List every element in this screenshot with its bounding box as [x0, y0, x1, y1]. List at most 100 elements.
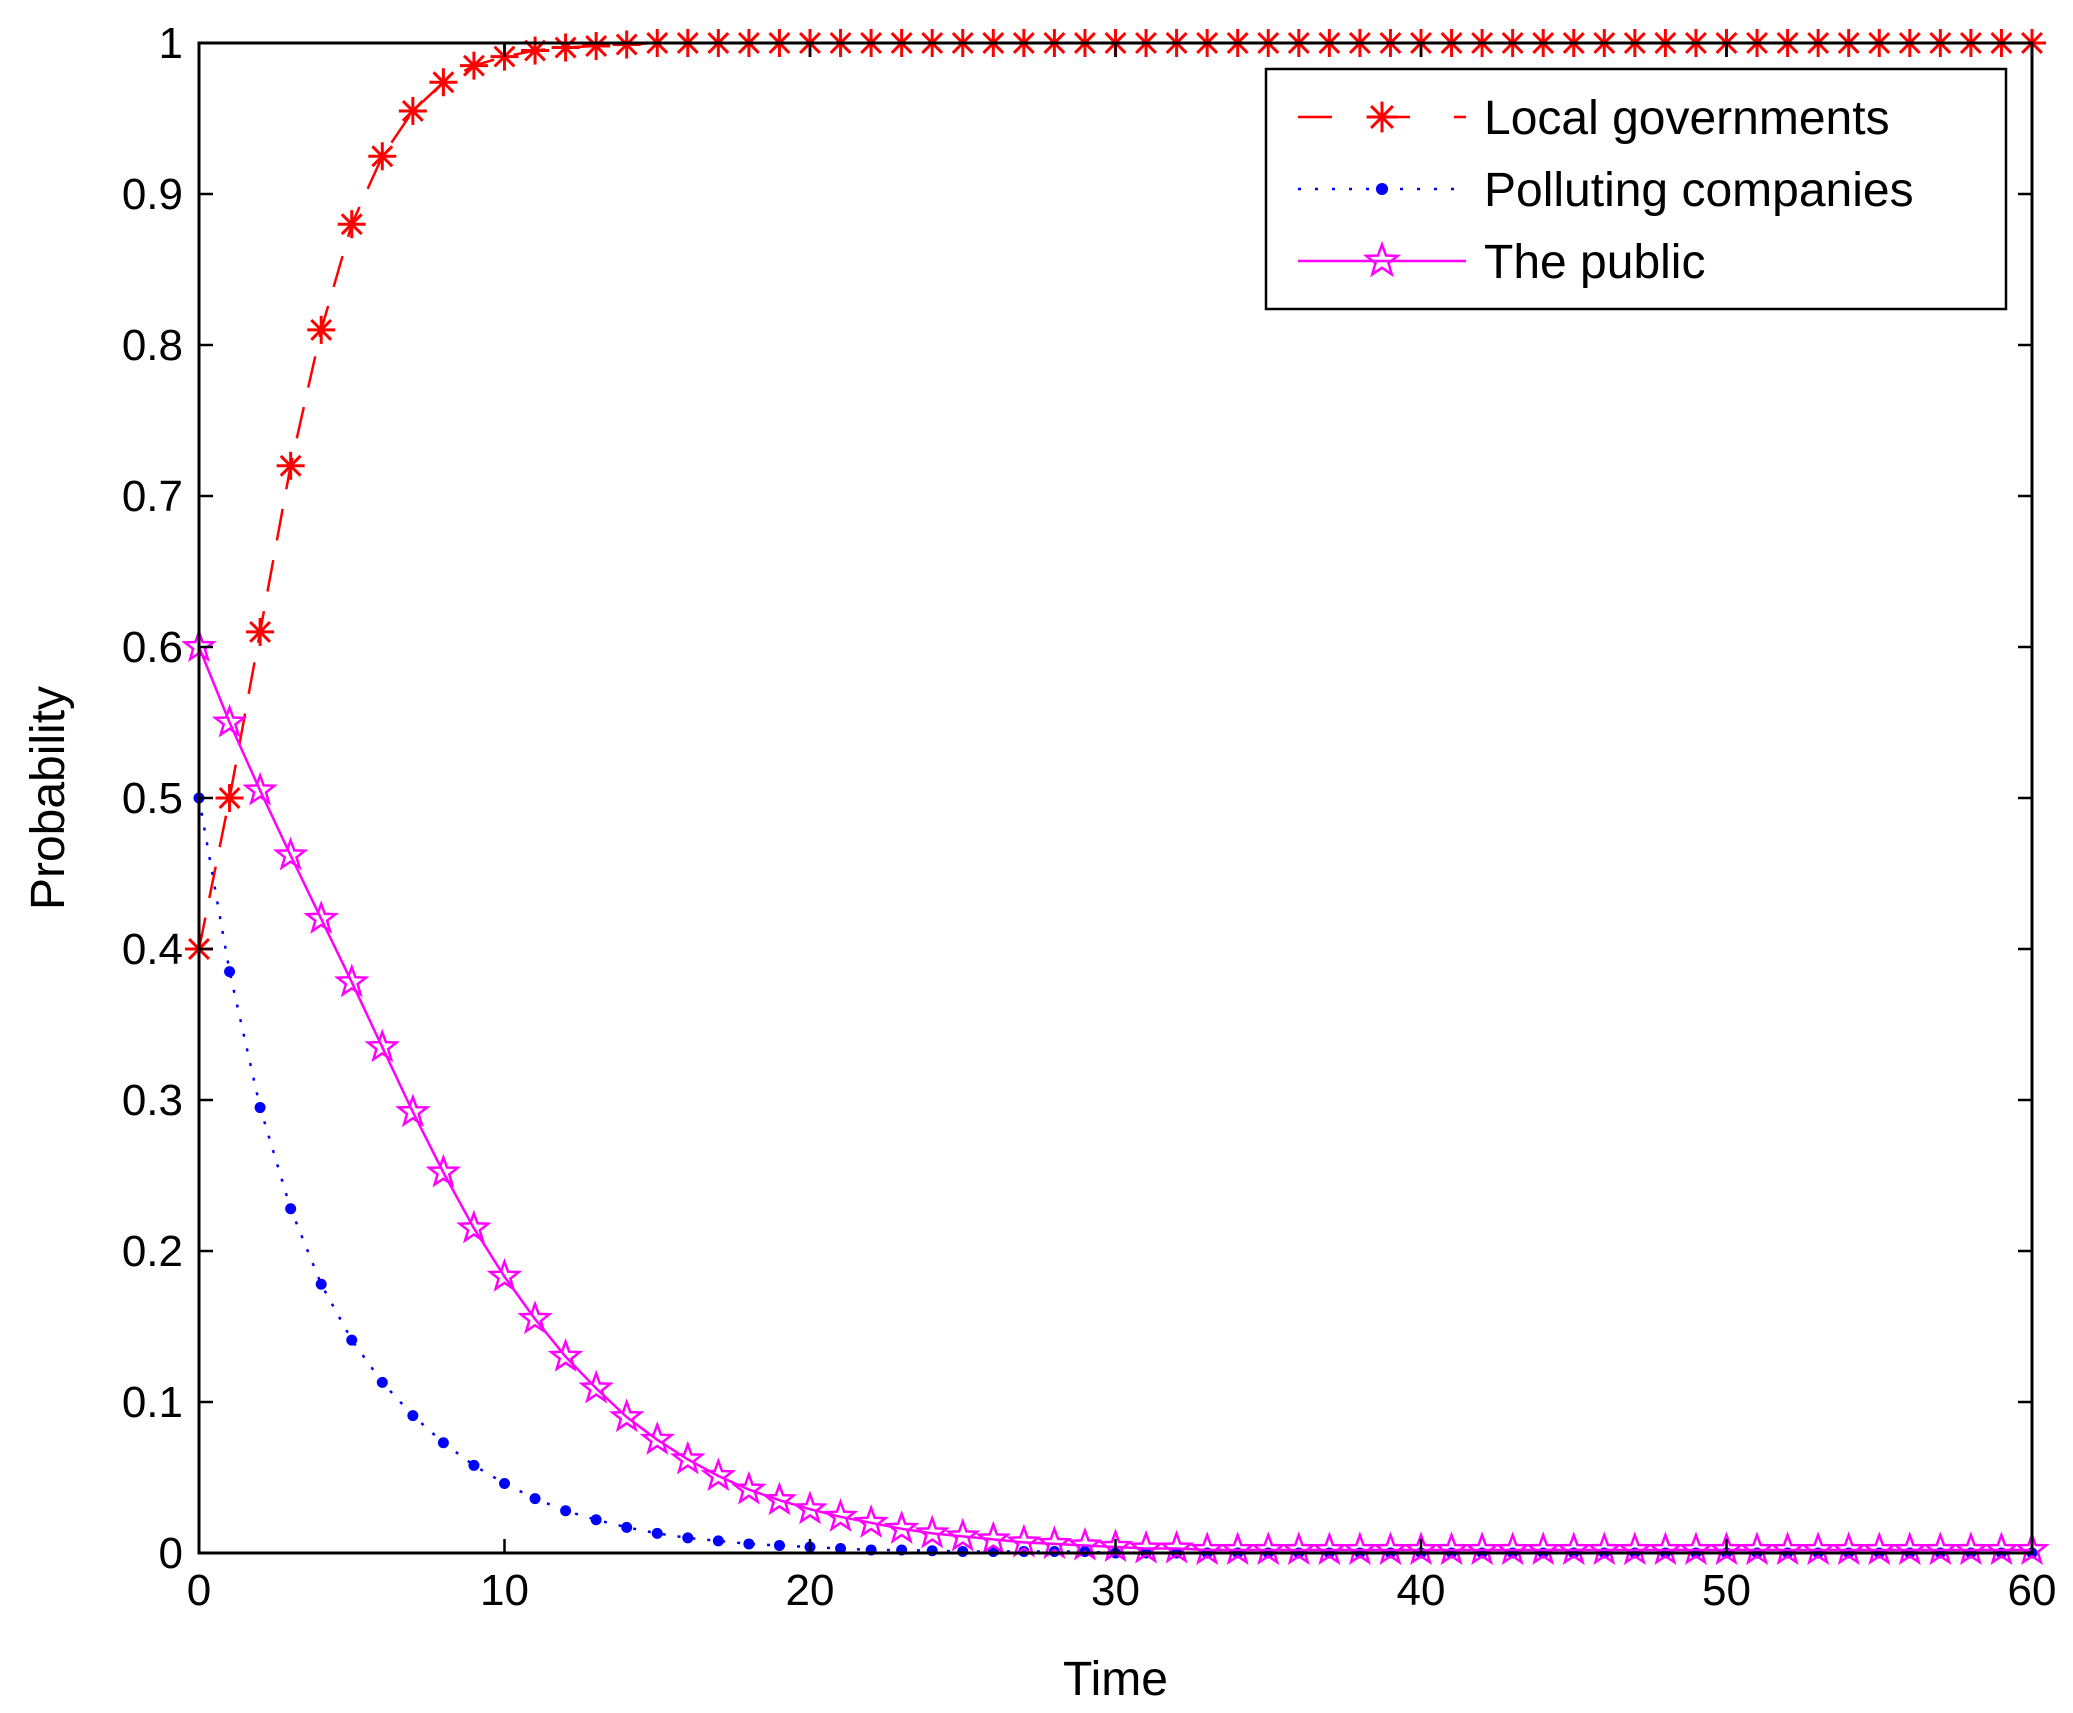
- data-point: [926, 1545, 938, 1557]
- x-tick-label: 10: [480, 1566, 529, 1615]
- y-tick-label: 0.7: [122, 472, 183, 521]
- data-point: [560, 1505, 572, 1517]
- legend-marker: [1366, 101, 1398, 133]
- data-point: [1525, 1531, 1561, 1566]
- legend-label: Polluting companies: [1484, 164, 1914, 217]
- data-point: [246, 617, 275, 646]
- legend-label: Local governments: [1484, 92, 1890, 145]
- data-point: [521, 36, 550, 65]
- data-point: [853, 1504, 889, 1538]
- data-point: [486, 1258, 523, 1292]
- data-point: [547, 1338, 584, 1372]
- data-point: [429, 68, 458, 97]
- data-point: [2014, 1531, 2050, 1566]
- data-point: [1372, 1531, 1409, 1566]
- data-point: [731, 1470, 767, 1505]
- data-point: [315, 1278, 327, 1290]
- data-point: [1464, 1531, 1500, 1566]
- series-line: [197, 797, 2032, 1555]
- data-point: [398, 96, 427, 125]
- y-tick-label: 1: [159, 19, 183, 68]
- data-point: [276, 451, 305, 480]
- legend: Local governments Polluting companies The …: [1264, 67, 2008, 311]
- data-point: [468, 1459, 480, 1471]
- data-point: [1922, 1531, 1959, 1566]
- data-point: [407, 1410, 419, 1422]
- data-point: [1219, 1531, 1256, 1566]
- x-axis-title: Time: [1063, 1653, 1168, 1706]
- data-point: [1189, 1531, 1225, 1566]
- axis-ticks: 0 10 20 30 40 50 60 0 0.1 0.2 0.3 0.4 0.5 0.6 0.7 0.8 0.…: [122, 19, 2057, 1615]
- data-point: [499, 1478, 510, 1490]
- data-point: [346, 1334, 358, 1346]
- data-point: [590, 1514, 602, 1526]
- data-point: [529, 1493, 541, 1505]
- legend-label: The public: [1484, 236, 1705, 289]
- x-tick-label: 0: [187, 1566, 211, 1615]
- data-point: [425, 1153, 462, 1188]
- y-axis-title: Probability: [22, 686, 75, 910]
- series-line: [197, 646, 2032, 1552]
- data-point: [835, 1542, 847, 1554]
- data-point: [621, 1521, 633, 1533]
- data-point: [456, 1209, 492, 1244]
- data-point: [1983, 1531, 2020, 1566]
- data-point: [822, 1498, 859, 1532]
- data-point: [1708, 1531, 1745, 1566]
- data-point: [1250, 1531, 1286, 1566]
- data-point: [651, 1527, 663, 1539]
- data-point: [551, 33, 580, 62]
- data-point: [670, 1440, 706, 1475]
- data-point: [1342, 1531, 1378, 1566]
- data-point: [578, 1369, 614, 1404]
- data-point: [337, 210, 366, 239]
- legend-entry: The public: [1298, 236, 1705, 289]
- data-point: [761, 1481, 798, 1516]
- data-point: [1953, 1531, 1989, 1566]
- data-point: [1556, 1531, 1592, 1566]
- x-tick-label: 60: [2008, 1566, 2057, 1615]
- legend-marker: [1375, 182, 1389, 196]
- data-point: [1830, 1531, 1867, 1566]
- data-point: [1403, 1531, 1439, 1566]
- data-point: [773, 1539, 785, 1551]
- data-point: [1739, 1531, 1775, 1566]
- y-tick-label: 0.8: [122, 321, 183, 370]
- data-point: [608, 1398, 645, 1433]
- series-2: [181, 628, 2050, 1566]
- data-point: [285, 1203, 297, 1215]
- data-point: [1158, 1529, 1195, 1564]
- data-point: [211, 703, 248, 738]
- data-point: [254, 1102, 266, 1114]
- data-point: [1617, 1531, 1653, 1566]
- data-point: [582, 32, 611, 61]
- x-tick-label: 30: [1091, 1566, 1140, 1615]
- data-point: [883, 1510, 920, 1545]
- data-point: [437, 1437, 449, 1449]
- y-tick-label: 0.3: [122, 1076, 183, 1125]
- data-point: [1892, 1531, 1928, 1566]
- data-point: [914, 1514, 950, 1549]
- y-tick-label: 0: [159, 1529, 183, 1578]
- y-tick-label: 0.4: [122, 925, 183, 974]
- data-point: [1678, 1531, 1714, 1566]
- data-point: [1647, 1531, 1684, 1566]
- legend-entry: Local governments: [1298, 92, 1890, 145]
- data-point: [1861, 1531, 1897, 1566]
- data-point: [1494, 1531, 1531, 1566]
- data-point: [957, 1545, 969, 1557]
- data-point: [224, 966, 236, 978]
- data-point: [1769, 1531, 1806, 1566]
- data-point: [364, 1028, 401, 1063]
- data-point: [307, 315, 336, 344]
- y-tick-label: 0.1: [122, 1378, 183, 1427]
- data-point: [1433, 1531, 1470, 1566]
- data-point: [975, 1520, 1012, 1555]
- data-point: [712, 1535, 724, 1547]
- data-point: [743, 1538, 755, 1550]
- data-point: [1036, 1525, 1073, 1560]
- data-point: [368, 142, 397, 171]
- data-point: [215, 784, 244, 812]
- data-point: [1800, 1531, 1836, 1566]
